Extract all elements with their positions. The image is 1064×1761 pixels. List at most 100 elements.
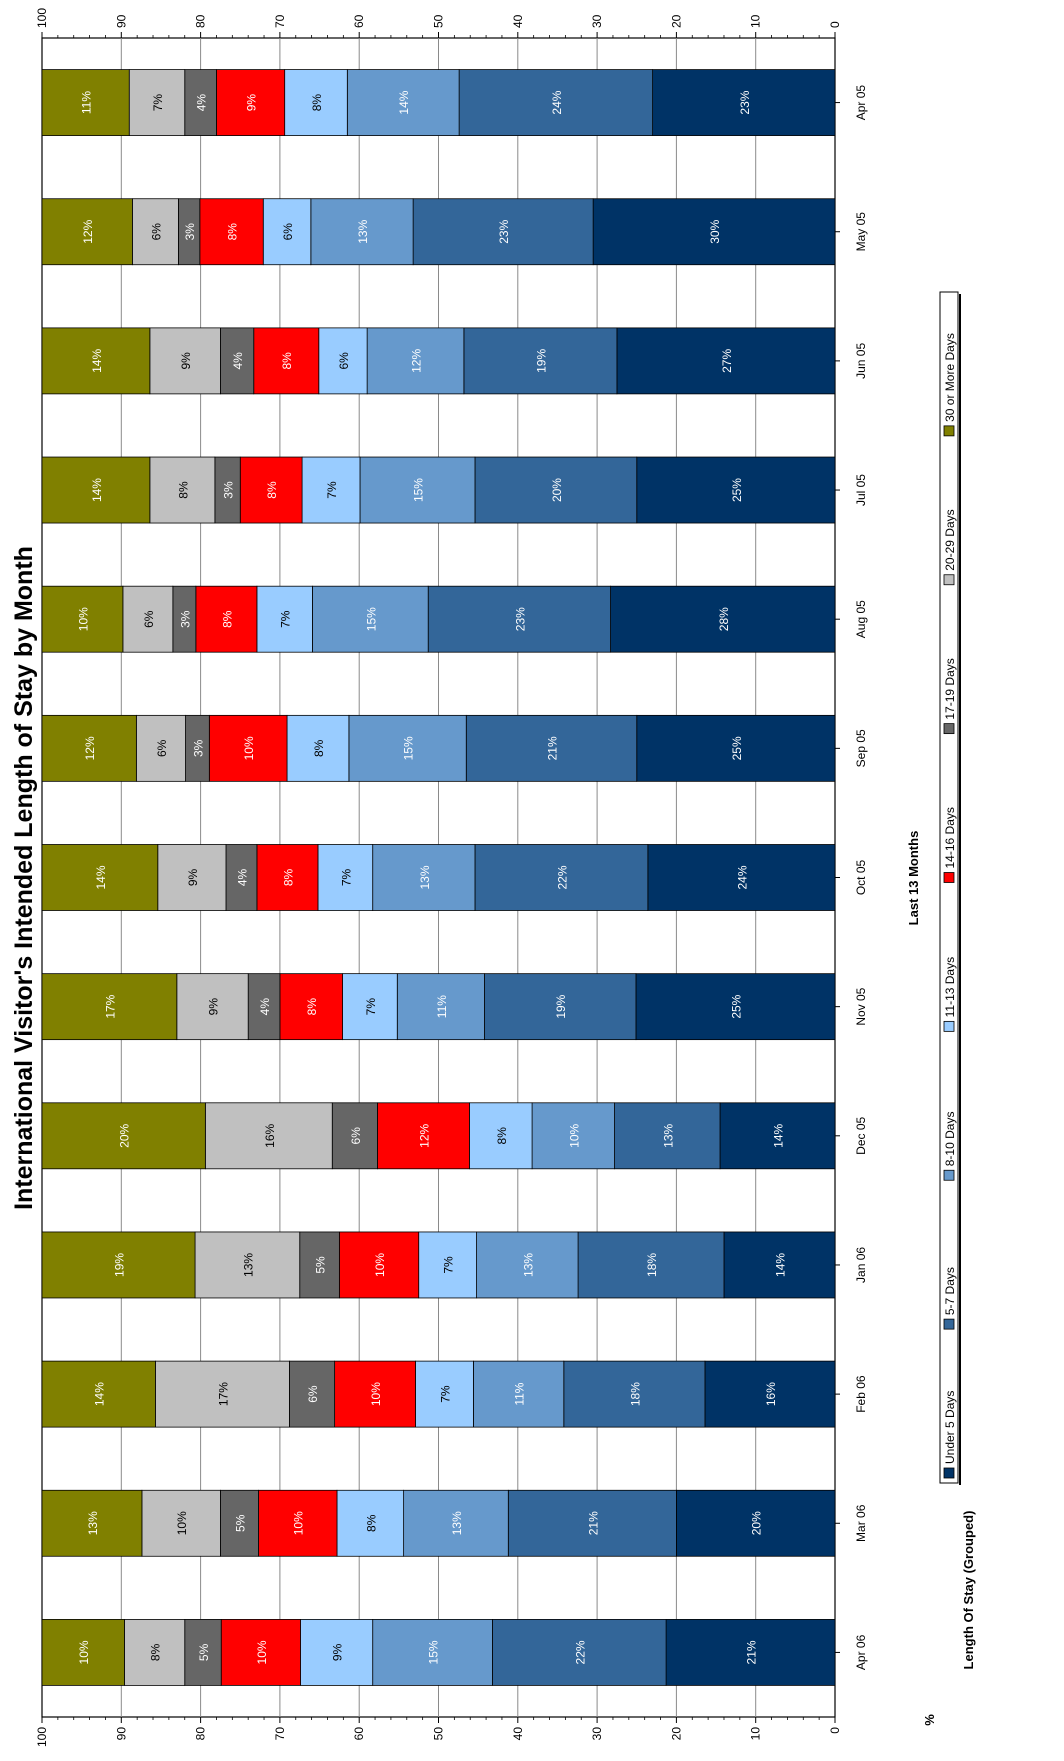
bar-segment <box>124 1619 186 1686</box>
data-label: 14% <box>94 865 108 889</box>
data-label: 4% <box>195 94 209 112</box>
category-labels: Apr 05 May 05 Jun 05 Jul 05 Aug 05 Sep 05 Oct … <box>854 85 868 1671</box>
bar-segment <box>616 327 836 395</box>
bar-segment <box>220 1489 259 1557</box>
bar-segment <box>256 585 313 653</box>
data-label: 15% <box>411 478 425 502</box>
data-label: 7% <box>339 868 353 886</box>
bar-segment <box>195 585 258 653</box>
legend-swatch <box>943 1467 955 1479</box>
data-label: 8% <box>281 868 295 886</box>
data-label: 13% <box>241 1253 255 1277</box>
bar-segment <box>239 456 303 524</box>
bar-segment <box>474 844 649 911</box>
data-label: 8% <box>305 998 319 1016</box>
data-label: 7% <box>325 481 339 499</box>
bar-segment <box>41 198 133 266</box>
bar-segment <box>279 973 343 1041</box>
bar-segment <box>301 456 361 524</box>
tick-label-bottom: 100 <box>35 1727 49 1747</box>
legend-entry: 30 or More Days <box>943 333 957 422</box>
bar-segment <box>141 1489 221 1557</box>
data-label: 17% <box>103 994 117 1018</box>
tick-label-bottom: 90 <box>114 1727 128 1741</box>
bar-segment <box>199 198 264 266</box>
bar-segment <box>128 69 186 136</box>
bar-segment <box>492 1619 667 1686</box>
category-label: Sep 05 <box>854 729 868 767</box>
bar-segment <box>184 1619 222 1686</box>
data-label: 10% <box>373 1253 387 1277</box>
bar-segment <box>723 1231 836 1299</box>
data-label: 6% <box>155 739 169 757</box>
data-label: 9% <box>179 352 193 370</box>
legend-entry: 8-10 Days <box>943 1112 957 1167</box>
titles: International Visitor's Intended Length … <box>10 546 937 1726</box>
data-label: 6% <box>306 1385 320 1403</box>
data-label: 10% <box>175 1511 189 1535</box>
legend-entry: 20-29 Days <box>943 509 957 570</box>
bar-segment <box>41 456 151 524</box>
bar-segment <box>284 69 348 136</box>
bar-segment <box>41 844 159 911</box>
data-label: 25% <box>730 736 744 760</box>
data-label: 19% <box>554 994 568 1018</box>
bar-segment <box>563 1360 706 1428</box>
data-label: 15% <box>364 607 378 631</box>
bar-segment <box>366 327 465 395</box>
data-label: 17% <box>216 1382 230 1406</box>
tick-label-top: 30 <box>590 14 604 28</box>
data-label: 23% <box>513 607 527 631</box>
data-label: 8% <box>149 1643 163 1661</box>
bar-segment <box>342 973 398 1041</box>
data-labels: 23% 24% 14% 8% 9% 4% 7% 11% 30% 23% 13% 6% 8% 3% 6% 12%… <box>76 90 787 1664</box>
bar-segment <box>220 327 255 395</box>
category-label: Feb 06 <box>854 1375 868 1413</box>
data-label: 13% <box>356 219 370 243</box>
category-label: Aug 05 <box>854 600 868 638</box>
bar-segment <box>256 844 319 911</box>
data-label: 10% <box>255 1640 269 1664</box>
data-label: 7% <box>438 1385 452 1403</box>
data-label: 6% <box>281 223 295 241</box>
bar-segment <box>41 327 151 395</box>
data-label: 18% <box>628 1382 642 1406</box>
bar-segment <box>577 1231 725 1299</box>
data-label: 12% <box>417 1123 431 1147</box>
data-label: 27% <box>720 349 734 373</box>
bar-segment <box>135 714 186 782</box>
bar-segment <box>377 1102 470 1170</box>
bar-segment <box>122 585 174 653</box>
bar-segment <box>41 973 178 1041</box>
data-label: 8% <box>364 1514 378 1532</box>
category-label: Jan 06 <box>854 1247 868 1283</box>
bar-segment <box>253 327 320 395</box>
bar-segment <box>312 585 429 653</box>
data-label: 20% <box>118 1123 132 1147</box>
data-label: 12% <box>81 219 95 243</box>
data-label: 8% <box>310 94 324 112</box>
data-label: 21% <box>745 1640 759 1664</box>
data-label: 4% <box>235 868 249 886</box>
bar-segment <box>719 1102 836 1170</box>
data-label: 3% <box>178 610 192 628</box>
data-label: 18% <box>645 1253 659 1277</box>
bar-segment <box>346 69 460 136</box>
data-label: 3% <box>191 739 205 757</box>
bar-segment <box>458 69 654 136</box>
data-label: 14% <box>90 349 104 373</box>
data-label: 8% <box>265 481 279 499</box>
data-label: 11% <box>513 1382 527 1405</box>
bar-segment <box>469 1102 533 1170</box>
data-label: 10% <box>369 1382 383 1406</box>
data-label: 3% <box>222 481 236 499</box>
tick-label-bottom: 80 <box>194 1727 208 1741</box>
data-label: 16% <box>764 1382 778 1406</box>
bar-segment <box>41 1619 125 1686</box>
legend-box <box>939 291 959 1484</box>
data-label: 4% <box>231 352 245 370</box>
category-label: May 05 <box>854 212 868 252</box>
data-label: 13% <box>661 1123 675 1147</box>
data-label: 14% <box>90 478 104 502</box>
legend-swatch <box>943 1169 955 1181</box>
